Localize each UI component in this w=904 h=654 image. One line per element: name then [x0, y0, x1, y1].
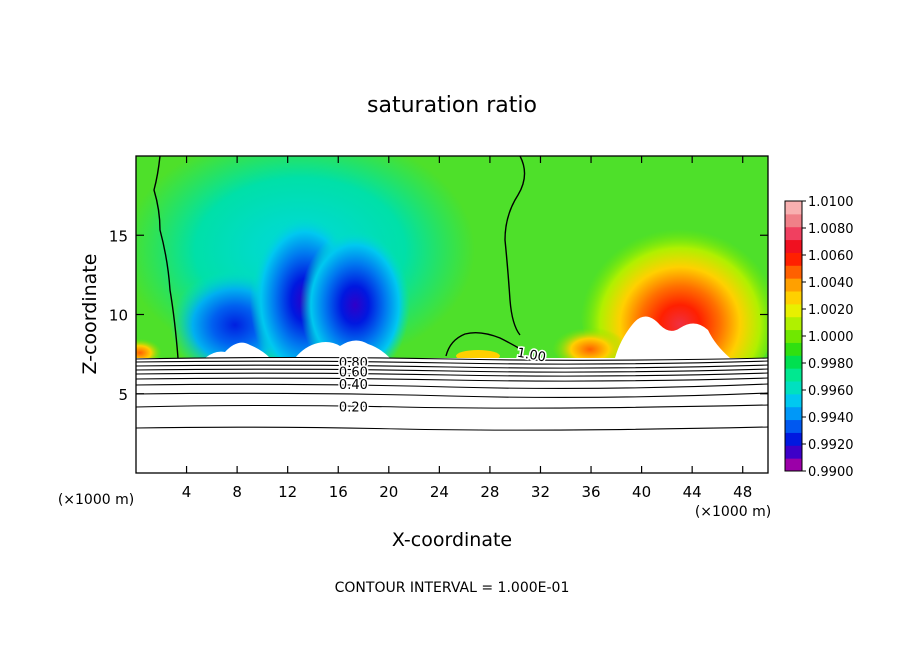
colorbar-swatch	[785, 445, 802, 459]
y-axis: 5 10 15	[109, 227, 768, 404]
contour-one-lines	[153, 156, 526, 359]
contour-line	[135, 377, 769, 382]
colorbar-swatch	[785, 226, 802, 241]
colorbar-swatch	[785, 381, 802, 395]
x-tick-label: 40	[632, 483, 651, 501]
x-tick-label: 24	[430, 483, 449, 501]
contour-line	[135, 368, 769, 373]
contour-one-mid-bump	[445, 331, 523, 357]
colorbar-swatch	[785, 239, 802, 253]
contour-line	[135, 426, 769, 431]
colorbar-swatch	[785, 342, 802, 356]
contour-stack	[135, 356, 769, 431]
x-tick-label: 48	[733, 483, 752, 501]
y-tick-label: 15	[109, 227, 128, 245]
colorbar-swatch	[785, 201, 802, 215]
contour-line	[135, 364, 769, 369]
y-axis-unit: (×1000 m)	[58, 492, 134, 508]
colorbar-swatch	[785, 329, 802, 343]
colorbar-swatch	[785, 393, 802, 408]
x-axis-label: X-coordinate	[392, 529, 512, 551]
contour-line	[135, 372, 769, 377]
colorbar-swatch	[785, 303, 802, 318]
colorbar-swatch	[785, 355, 802, 369]
contour-interval-note: CONTOUR INTERVAL = 1.000E-01	[335, 580, 570, 596]
x-tick-label: 36	[581, 483, 600, 501]
colorbar-swatch	[785, 368, 802, 382]
colorbar-swatch	[785, 406, 802, 421]
colorbar-label: 1.0060	[808, 249, 854, 264]
contour-label: 0.60	[339, 366, 368, 381]
contour-line	[135, 404, 769, 409]
colorbar-swatch	[785, 278, 802, 292]
cloud-white-mid	[295, 340, 390, 358]
colorbar-swatch	[785, 213, 802, 228]
colorbar-swatch	[785, 458, 802, 472]
y-tick-label: 10	[109, 307, 128, 325]
field-lower-region	[136, 358, 768, 473]
colorbar-label: 0.9900	[808, 465, 854, 480]
y-tick-label: 5	[118, 386, 128, 404]
contour-line	[135, 392, 769, 398]
colorbar-swatch	[785, 265, 802, 279]
x-tick-label: 8	[232, 483, 242, 501]
x-axis: 4 8 12 16 20 24 28 32 36 40 44 48	[182, 156, 752, 501]
colorbar-label: 1.0020	[808, 303, 854, 318]
contour-line	[135, 356, 769, 361]
contour-one-left	[153, 156, 179, 359]
y-axis-label: Z-coordinate	[79, 254, 101, 375]
colorbar-swatch	[785, 291, 802, 305]
contour-one-right	[504, 156, 526, 336]
contour-line	[135, 360, 769, 365]
colorbar-label: 0.9920	[808, 438, 854, 453]
field-warm-small	[552, 323, 628, 367]
colorbar-label: 1.0000	[808, 330, 854, 345]
x-tick-label: 16	[329, 483, 348, 501]
x-tick-label: 4	[182, 483, 192, 501]
colorbar-label: 0.9960	[808, 384, 854, 399]
colorbar-swatch	[785, 432, 802, 446]
colorbar-label: 1.0100	[808, 195, 854, 210]
field-warm-left-edge	[136, 336, 162, 364]
colorbar-label: 1.0080	[808, 222, 854, 237]
contour-label: 0.40	[339, 378, 368, 393]
cloud-white-right	[615, 316, 730, 358]
contour-label: 0.80	[339, 356, 368, 371]
colorbar-label: 0.9980	[808, 357, 854, 372]
x-axis-unit: (×1000 m)	[695, 504, 771, 520]
x-tick-label: 44	[683, 483, 702, 501]
x-tick-label: 28	[480, 483, 499, 501]
colorbar-label: 1.0040	[808, 276, 854, 291]
x-tick-label: 12	[278, 483, 297, 501]
contour-line	[135, 383, 769, 389]
cloud-white-left	[205, 342, 270, 358]
heatmap-field	[136, 156, 768, 473]
colorbar: 1.0100 1.0080 1.0060 1.0040 1.0020 1.0000 0.99…	[784, 195, 854, 480]
colorbar-label: 0.9940	[808, 411, 854, 426]
colorbar-swatch	[785, 316, 802, 331]
contour-labels: 1.00 0.800.600.40 0.20	[337, 344, 548, 417]
chart-title: saturation ratio	[367, 93, 537, 118]
contour-label: 1.00	[516, 346, 547, 366]
colorbar-swatch	[785, 419, 802, 433]
x-tick-label: 20	[379, 483, 398, 501]
colorbar-swatch	[785, 252, 802, 266]
contour-label: 0.20	[339, 400, 368, 415]
x-tick-label: 32	[531, 483, 550, 501]
